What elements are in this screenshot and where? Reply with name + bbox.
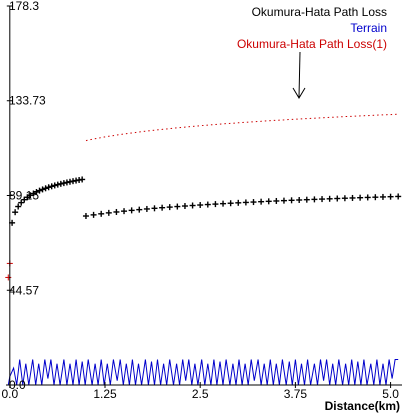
okumura-hata-path-loss-point [341,195,348,202]
annotation-arrow-head [292,87,306,99]
okumura-hata-path-loss-point [113,208,120,215]
okumura-hata-path-loss-point [33,188,40,195]
okumura-hata-path-loss-1-line [85,113,399,142]
okumura-hata-path-loss-point [57,180,64,187]
okumura-hata-path-loss-point [48,183,55,190]
okumura-hata-path-loss-point [143,205,150,212]
y-tick-label: 0.0 [9,378,26,392]
okumura-hata-path-loss-point [18,199,25,206]
okumura-hata-path-loss-point [273,197,280,204]
legend-entry-okumura-hata-path-loss-1: Okumura-Hata Path Loss(1) [237,37,387,51]
okumura-hata-path-loss-point [220,200,227,207]
okumura-hata-path-loss-point [166,204,173,211]
okumura-hata-path-loss-point [197,202,204,209]
okumura-hata-path-loss-point [334,195,341,202]
y-tick-label: 133.73 [9,94,46,108]
x-tick-label: 0.0 [1,387,18,401]
okumura-hata-path-loss-point [42,185,49,192]
okumura-hata-path-loss-layer [9,176,402,226]
x-tick-label: 3.75 [284,387,308,401]
terrain-layer [7,359,399,386]
okumura-hata-path-loss-point [39,186,46,193]
okumura-hata-path-loss-point [235,199,242,206]
okumura-hata-path-loss-point [212,201,219,208]
okumura-hata-path-loss-point [296,196,303,203]
okumura-hata-path-loss-point [303,196,310,203]
okumura-hata-path-loss-point [128,207,135,214]
okumura-hata-path-loss-point [288,197,295,204]
okumura-hata-path-loss-point [79,176,86,183]
okumura-hata-path-loss-point [151,205,158,212]
okumura-hata-path-loss-point [265,198,272,205]
okumura-hata-path-loss-point [258,198,265,205]
y-tick-label: 178.3 [9,0,39,13]
okumura-hata-path-loss-point [250,199,257,206]
okumura-hata-path-loss-point [136,206,143,213]
legend-entry-okumura-hata-path-loss: Okumura-Hata Path Loss [252,5,387,19]
okumura-hata-path-loss-point [311,196,318,203]
okumura-hata-path-loss-point [51,182,58,189]
okumura-hata-path-loss-point [90,211,97,218]
okumura-hata-path-loss-point [24,194,31,201]
okumura-hata-path-loss-point [27,192,34,199]
x-tick-label: 2.5 [192,387,209,401]
okumura-hata-path-loss-point [98,210,105,217]
okumura-hata-path-loss-point [82,213,89,220]
okumura-hata-path-loss-point [204,201,211,208]
tick-labels: 0.0 44.57 89.15 133.73 178.3 0.0 1.25 2.5 3.75 5.… [1,0,399,401]
okumura-hata-path-loss-point [30,190,37,197]
okumura-hata-path-loss-point [181,203,188,210]
okumura-hata-path-loss-point [159,204,166,211]
okumura-hata-path-loss-point [174,203,181,210]
okumura-hata-path-loss-point [189,202,196,209]
okumura-hata-path-loss-point [379,193,386,200]
okumura-hata-path-loss-point [387,193,394,200]
legend: Okumura-Hata Path Loss Terrain Okumura-H… [237,5,387,51]
okumura-hata-path-loss-point [227,200,234,207]
okumura-hata-path-loss-point [21,196,28,203]
y-tick-label: 44.57 [9,283,39,297]
okumura-hata-path-loss-point [15,203,22,210]
x-tick-label: 1.25 [93,387,117,401]
okumura-hata-path-loss-point [105,209,112,216]
okumura-hata-path-loss-point [349,194,356,201]
okumura-hata-path-loss-point [364,194,371,201]
okumura-hata-path-loss-point [372,194,379,201]
okumura-hata-path-loss-point [319,196,326,203]
annotation-arrow [292,51,306,99]
x-axis-title: Distance(km) [325,399,400,413]
legend-entry-terrain: Terrain [350,21,387,35]
okumura-hata-path-loss-point [357,194,364,201]
okumura-hata-path-loss-point [12,209,19,216]
okumura-hata-path-loss-point [242,199,249,206]
terrain-line [7,359,399,386]
y-tick-label: 89.15 [9,189,39,203]
okumura-hata-path-loss-point [326,195,333,202]
okumura-hata-path-loss-point [280,197,287,204]
okumura-hata-path-loss-point [121,208,128,215]
annotation-arrow-shaft [298,51,301,98]
okumura-hata-path-loss-point [45,184,52,191]
okumura-hata-path-loss-point [36,187,43,194]
okumura-hata-path-loss-point [395,193,402,200]
x-tick-label: 5.0 [382,387,399,401]
okumura-hata-path-loss-point [54,181,61,188]
